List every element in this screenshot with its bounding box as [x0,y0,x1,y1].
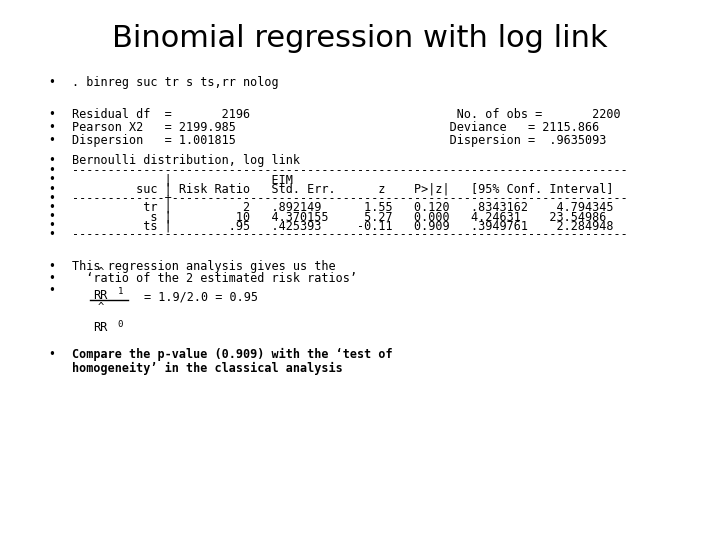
Text: = 1.9/2.0 = 0.95: = 1.9/2.0 = 0.95 [144,291,258,303]
Text: •: • [48,260,55,273]
Text: •: • [48,228,55,241]
Text: •: • [48,210,55,223]
Text: This regression analysis gives us the: This regression analysis gives us the [72,260,336,273]
Text: ts |        .95   .425393     -0.11   0.909   .3949761    2.284948: ts | .95 .425393 -0.11 0.909 .3949761 2.… [72,219,613,232]
Text: RR: RR [94,321,108,334]
Text: Bernoulli distribution, log link: Bernoulli distribution, log link [72,154,300,167]
Text: tr |          2   .892149      1.55   0.120   .8343162    4.794345: tr | 2 .892149 1.55 0.120 .8343162 4.794… [72,201,613,214]
Text: homogeneity’ in the classical analysis: homogeneity’ in the classical analysis [72,362,343,375]
Text: RR: RR [94,289,108,302]
Text: •: • [48,183,55,195]
Text: •: • [48,348,55,361]
Text: •: • [48,134,55,147]
Text: •: • [48,108,55,121]
Text: Residual df  =       2196                             No. of obs =       2200: Residual df = 2196 No. of obs = 2200 [72,108,621,121]
Text: ------------------------------------------------------------------------------: ----------------------------------------… [72,164,628,177]
Text: s |         10   4.370155     5.27   0.000   4.24631    23.54986: s | 10 4.370155 5.27 0.000 4.24631 23.54… [72,210,606,223]
Text: -------------+----------------------------------------------------------------: -------------+--------------------------… [72,192,628,205]
Text: ------------------------------------------------------------------------------: ----------------------------------------… [72,228,628,241]
Text: Binomial regression with log link: Binomial regression with log link [112,24,608,53]
Text: •: • [48,192,55,205]
Text: ^: ^ [97,301,104,312]
Text: Compare the p-value (0.909) with the ‘test of: Compare the p-value (0.909) with the ‘te… [72,348,392,361]
Text: •: • [48,154,55,167]
Text: 1: 1 [117,287,122,296]
Text: suc | Risk Ratio   Std. Err.      z    P>|z|   [95% Conf. Interval]: suc | Risk Ratio Std. Err. z P>|z| [95% … [72,183,613,195]
Text: Pearson X2   = 2199.985                              Deviance   = 2115.866: Pearson X2 = 2199.985 Deviance = 2115.86… [72,121,599,134]
Text: •: • [48,173,55,186]
Text: ‘ratio of the 2 estimated risk ratios’: ‘ratio of the 2 estimated risk ratios’ [72,272,357,285]
Text: ^: ^ [97,267,104,277]
Text: •: • [48,219,55,232]
Text: Dispersion   = 1.001815                              Dispersion =  .9635093: Dispersion = 1.001815 Dispersion = .9635… [72,134,606,147]
Text: •: • [48,284,55,297]
Text: •: • [48,201,55,214]
Text: . binreg suc tr s ts,rr nolog: . binreg suc tr s ts,rr nolog [72,76,279,89]
Text: •: • [48,121,55,134]
Text: •: • [48,164,55,177]
Text: •: • [48,76,55,89]
Text: 0: 0 [117,320,122,329]
Text: |              EIM: | EIM [72,173,293,186]
Text: •: • [48,272,55,285]
